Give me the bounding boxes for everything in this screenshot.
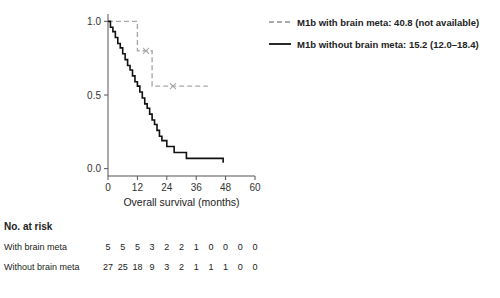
y-tick-label: 0.0 [87, 163, 101, 174]
risk-number: 18 [132, 262, 142, 272]
risk-number: 3 [150, 242, 155, 252]
risk-number: 1 [208, 262, 213, 272]
risk-number: 5 [120, 242, 125, 252]
chart: 012243648600.00.51.0Overall survival (mo… [0, 0, 500, 298]
risk-number: 0 [208, 242, 213, 252]
risk-number: 0 [238, 242, 243, 252]
legend: M1b with brain meta: 40.8 (not available… [269, 17, 479, 50]
legend-swatch [269, 21, 291, 23]
risk-number: 0 [252, 242, 257, 252]
risk-number: 5 [105, 242, 110, 252]
risk-row-label: Without brain meta [4, 262, 80, 272]
risk-table: No. at riskWith brain meta55532210000Wit… [4, 221, 258, 272]
legend-label: M1b without brain meta: 15.2 (12.0–18.4) [297, 39, 479, 50]
x-tick [225, 176, 226, 180]
risk-number: 25 [118, 262, 128, 272]
risk-number: 2 [164, 242, 169, 252]
legend-label: M1b with brain meta: 40.8 (not available… [297, 17, 479, 28]
censor-mark [170, 83, 176, 89]
x-tick-label: 36 [191, 182, 203, 193]
x-tick-label: 12 [132, 182, 144, 193]
risk-row-label: With brain meta [4, 242, 67, 252]
risk-number: 27 [103, 262, 113, 272]
x-tick [255, 176, 256, 180]
y-tick-label: 1.0 [87, 16, 101, 27]
x-tick [166, 176, 167, 180]
survival-curve [108, 21, 223, 162]
risk-number: 2 [179, 242, 184, 252]
risk-number: 1 [194, 262, 199, 272]
censor-mark [143, 48, 149, 54]
risk-number: 0 [238, 262, 243, 272]
legend-swatch [269, 43, 291, 45]
y-tick [104, 21, 108, 22]
x-tick [196, 176, 197, 180]
x-tick [137, 176, 138, 180]
risk-number: 0 [252, 262, 257, 272]
risk-number: 3 [164, 262, 169, 272]
risk-number: 1 [223, 262, 228, 272]
y-tick-label: 0.5 [87, 90, 101, 101]
x-tick [108, 176, 109, 180]
y-tick [104, 95, 108, 96]
plot-area [108, 21, 223, 162]
x-axis-line [108, 176, 255, 177]
x-tick-label: 0 [105, 182, 111, 193]
risk-number: 5 [135, 242, 140, 252]
y-tick [104, 168, 108, 169]
risk-table-title: No. at risk [4, 221, 53, 232]
axes: 0 12 24 36 48 60 0.0 0.5 1.0 [87, 14, 261, 193]
risk-number: 2 [179, 262, 184, 272]
risk-number: 9 [150, 262, 155, 272]
x-tick-label: 60 [249, 182, 261, 193]
x-tick-label: 24 [161, 182, 173, 193]
risk-number: 1 [194, 242, 199, 252]
risk-number: 0 [223, 242, 228, 252]
x-tick-label: 48 [220, 182, 232, 193]
x-axis-label: Overall survival (months) [123, 196, 239, 208]
